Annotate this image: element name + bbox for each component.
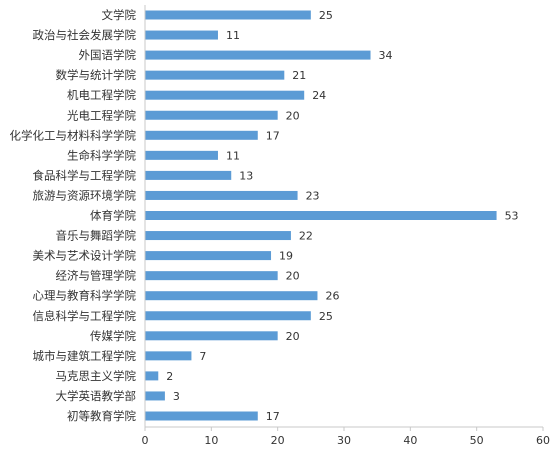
bar <box>145 311 311 321</box>
category-label: 经济与管理学院 <box>56 269 137 283</box>
bar <box>145 170 232 180</box>
bar <box>145 50 371 60</box>
x-tick-label: 60 <box>536 434 550 447</box>
category-label: 马克思主义学院 <box>56 369 137 383</box>
value-label: 25 <box>319 9 333 22</box>
bar <box>145 30 218 40</box>
bar <box>145 351 192 361</box>
bar <box>145 70 285 80</box>
value-label: 11 <box>226 29 240 42</box>
category-label: 传媒学院 <box>90 329 136 343</box>
value-label: 21 <box>292 69 306 82</box>
category-label: 数学与统计学院 <box>56 68 137 82</box>
x-tick-label: 40 <box>403 434 417 447</box>
x-tick-label: 30 <box>337 434 351 447</box>
category-label: 化学化工与材料科学学院 <box>10 128 137 142</box>
category-label: 大学英语教学部 <box>56 389 137 403</box>
category-label: 体育学院 <box>90 209 136 223</box>
x-tick-label: 50 <box>470 434 484 447</box>
value-label: 17 <box>266 410 280 423</box>
value-label: 2 <box>166 370 173 383</box>
category-labels: 文学院政治与社会发展学院外国语学院数学与统计学院机电工程学院光电工程学院化学化工… <box>10 8 137 423</box>
x-tick-label: 20 <box>271 434 285 447</box>
value-label: 20 <box>286 109 300 122</box>
bars-group <box>145 10 497 421</box>
value-label: 53 <box>505 210 519 223</box>
category-label: 美术与艺术设计学院 <box>33 249 137 263</box>
bar <box>145 251 272 261</box>
value-label: 26 <box>325 290 339 303</box>
value-label: 3 <box>173 390 180 403</box>
bar <box>145 271 278 281</box>
category-label: 旅游与资源环境学院 <box>33 188 137 202</box>
category-label: 光电工程学院 <box>67 108 136 122</box>
value-labels: 25 11 34 21 24 20 17 11 13 23 53 22 19 20 26 25 20 7 23 17 <box>166 9 518 423</box>
x-tick-label: 10 <box>204 434 218 447</box>
category-label: 文学院 <box>102 8 137 22</box>
category-label: 音乐与舞蹈学院 <box>56 229 137 243</box>
value-label: 20 <box>286 330 300 343</box>
bar <box>145 10 311 20</box>
bar <box>145 231 291 241</box>
category-label: 初等教育学院 <box>67 409 136 423</box>
bar <box>145 130 258 140</box>
value-label: 22 <box>299 230 313 243</box>
x-tick-label: 0 <box>142 434 149 447</box>
bar <box>145 391 165 401</box>
bar <box>145 291 318 301</box>
bar <box>145 411 258 421</box>
category-label: 食品科学与工程学院 <box>33 168 137 182</box>
value-label: 19 <box>279 250 293 263</box>
value-label: 25 <box>319 310 333 323</box>
value-label: 11 <box>226 149 240 162</box>
bar <box>145 150 218 160</box>
category-label: 信息科学与工程学院 <box>33 309 137 323</box>
category-label: 城市与建筑工程学院 <box>33 349 137 363</box>
value-label: 17 <box>266 129 280 142</box>
x-axis-ticks: 0 10 20 30 40 50 60 <box>142 427 550 447</box>
value-label: 7 <box>199 350 206 363</box>
bar <box>145 110 278 120</box>
category-label: 政治与社会发展学院 <box>33 28 137 42</box>
value-label: 13 <box>239 169 253 182</box>
bar <box>145 331 278 341</box>
category-label: 心理与教育科学学院 <box>33 289 137 303</box>
value-label: 20 <box>286 270 300 283</box>
value-label: 34 <box>379 49 393 62</box>
value-label: 24 <box>312 89 326 102</box>
bar <box>145 371 159 381</box>
bar <box>145 190 298 200</box>
bar <box>145 211 497 220</box>
category-label: 机电工程学院 <box>67 88 136 102</box>
category-label: 生命科学学院 <box>67 148 136 162</box>
category-label: 外国语学院 <box>79 48 137 62</box>
bar <box>145 90 305 100</box>
value-label: 23 <box>306 189 320 202</box>
